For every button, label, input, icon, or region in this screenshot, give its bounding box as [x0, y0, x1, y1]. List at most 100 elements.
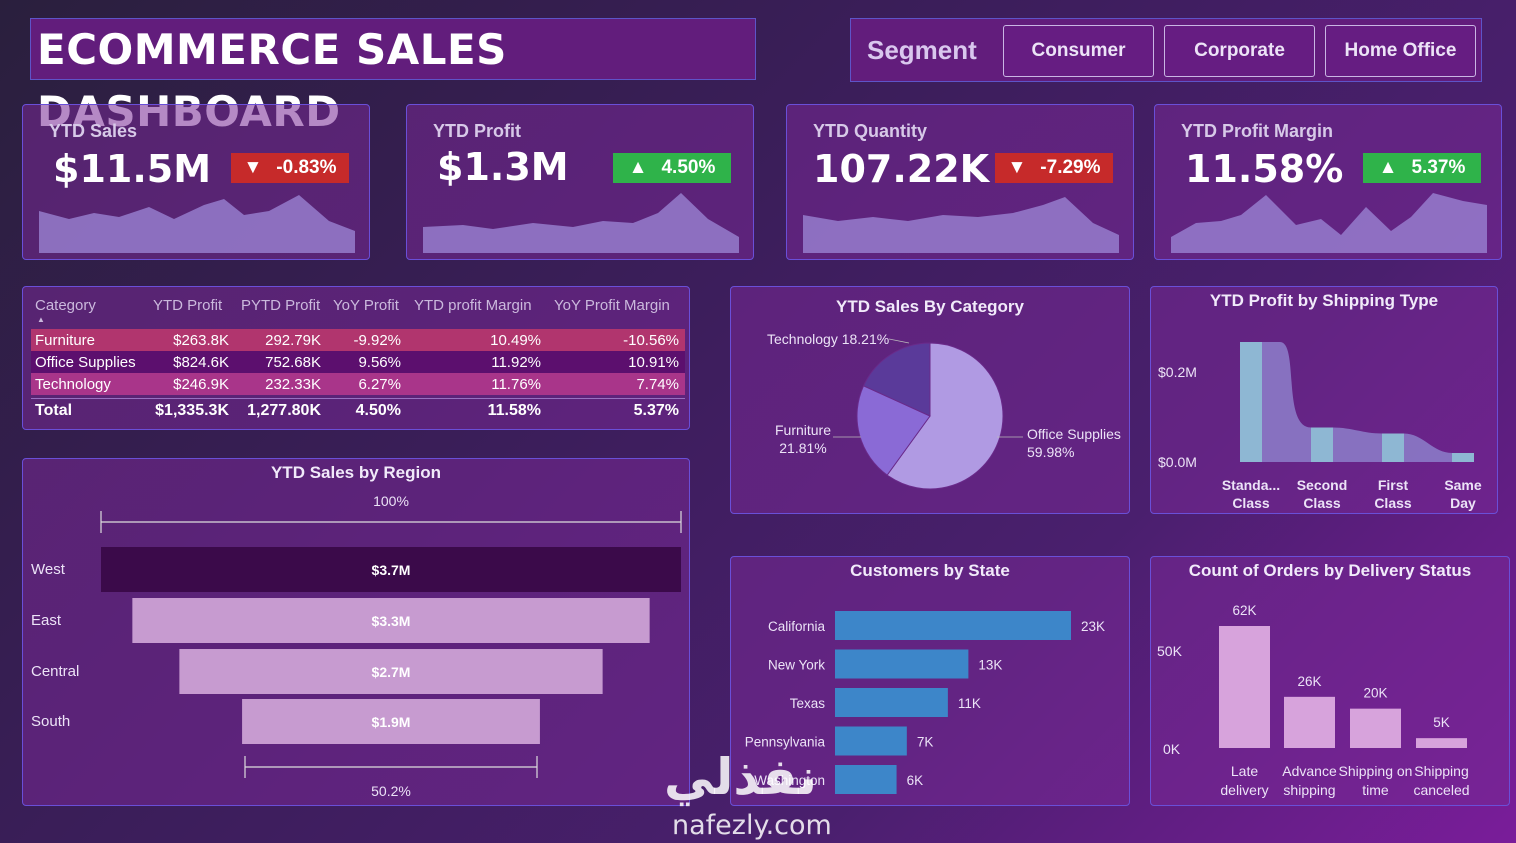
- funnel-bar[interactable]: [132, 598, 650, 643]
- arrow-down-icon: ▼: [1007, 157, 1027, 178]
- funnel-bar-value: $3.7M: [372, 562, 411, 578]
- kpi-card-quantity[interactable]: YTD Quantity 107.22K ▼ -7.29%: [786, 104, 1134, 260]
- arrow-down-icon: ▼: [243, 157, 263, 178]
- kpi-change-badge: ▲ 5.37%: [1363, 153, 1481, 183]
- shipping-bar[interactable]: [1240, 342, 1262, 462]
- state-label: Texas: [790, 696, 826, 711]
- arrow-up-icon: ▲: [628, 157, 648, 178]
- state-bar[interactable]: [835, 649, 969, 679]
- chart-title: YTD Sales by Region: [270, 463, 442, 482]
- column-header[interactable]: YoY Profit: [333, 297, 399, 314]
- kpi-value: 107.22K: [813, 147, 990, 191]
- pie-svg: [833, 338, 1023, 490]
- profit-by-shipping-chart: YTD Profit by Shipping Type $0.2M $0.0M …: [1150, 286, 1498, 514]
- delivery-bars-svg: 62K 26K 20K 5K: [1219, 603, 1467, 748]
- kpi-change-badge: ▼ -7.29%: [995, 153, 1113, 183]
- state-label: New York: [768, 658, 825, 673]
- funnel-category-label: East: [31, 612, 62, 629]
- shipping-bar[interactable]: [1452, 453, 1474, 462]
- shipping-area: [1240, 342, 1474, 462]
- state-value: 11K: [958, 696, 981, 711]
- kpi-title: YTD Sales: [49, 121, 138, 141]
- segment-slicer: Segment Consumer Corporate Home Office: [850, 18, 1482, 82]
- profit-sparkline: [423, 193, 739, 253]
- funnel-bar-value: $2.7M: [372, 664, 411, 680]
- y-tick-label: $0.0M: [1158, 454, 1197, 470]
- column-header[interactable]: YoY Profit Margin: [554, 297, 670, 314]
- kpi-value: $11.5M: [53, 147, 212, 191]
- watermark-logo-url: nafezly.com: [672, 810, 832, 841]
- column-header[interactable]: Category: [35, 297, 96, 314]
- delivery-bar[interactable]: [1416, 738, 1467, 748]
- state-bar[interactable]: [835, 765, 897, 794]
- dashboard-title-box: ECOMMERCE SALES DASHBOARD: [30, 18, 756, 136]
- shipping-bar[interactable]: [1382, 433, 1404, 463]
- kpi-value: 11.58%: [1185, 147, 1344, 191]
- arrow-up-icon: ▲: [1378, 157, 1398, 178]
- pie-label-office-supplies: Office Supplies 59.98%: [1027, 426, 1121, 460]
- column-header[interactable]: YTD profit Margin: [414, 297, 532, 314]
- sales-sparkline: [39, 195, 355, 253]
- margin-sparkline: [1171, 193, 1487, 253]
- kpi-title: YTD Profit: [433, 121, 521, 141]
- sales-by-category-chart: YTD Sales By Category Technology 18.21% …: [730, 286, 1130, 514]
- delivery-value: 5K: [1433, 715, 1450, 730]
- delivery-bar[interactable]: [1350, 708, 1401, 748]
- funnel-bar[interactable]: [179, 649, 603, 694]
- delivery-bar[interactable]: [1284, 696, 1335, 748]
- table-total-row: Total $1,335.3K 1,277.80K 4.50% 11.58% 5…: [31, 398, 685, 420]
- y-tick-label: 0K: [1163, 741, 1181, 757]
- segment-consumer-button[interactable]: Consumer: [1003, 25, 1154, 77]
- table-row[interactable]: Furniture $263.8K 292.79K -9.92% 10.49% …: [31, 329, 685, 351]
- state-value: 23K: [1081, 619, 1105, 634]
- kpi-value: $1.3M: [437, 145, 569, 189]
- pie-label-technology: Technology 18.21%: [767, 331, 890, 347]
- pie-slice[interactable]: [862, 342, 931, 417]
- funnel-bar-value: $3.3M: [372, 613, 411, 629]
- category-profit-table: Category YTD Profit PYTD Profit YoY Prof…: [22, 286, 690, 430]
- shipping-bar[interactable]: [1311, 427, 1333, 463]
- state-bar[interactable]: [835, 611, 1071, 640]
- segment-home-office-button[interactable]: Home Office: [1325, 25, 1476, 77]
- table-row[interactable]: Office Supplies $824.6K 752.68K 9.56% 11…: [31, 351, 685, 373]
- funnel-category-label: West: [31, 561, 66, 578]
- column-header[interactable]: YTD Profit: [153, 297, 223, 314]
- pie-slice[interactable]: [886, 342, 1004, 490]
- x-axis-label: Second Class: [1296, 477, 1348, 511]
- state-bar[interactable]: [835, 688, 948, 717]
- x-axis-label: Late delivery: [1220, 763, 1269, 798]
- pie-label-furniture: Furniture 21.81%: [774, 422, 832, 456]
- column-header[interactable]: PYTD Profit: [241, 297, 321, 314]
- orders-by-delivery-chart: Count of Orders by Delivery Status 50K 0…: [1150, 556, 1510, 806]
- funnel-bottom-percent: 50.2%: [371, 783, 411, 799]
- state-label: Washington: [754, 773, 825, 788]
- funnel-bar[interactable]: [101, 547, 681, 592]
- delivery-bar[interactable]: [1219, 626, 1270, 748]
- quantity-sparkline: [803, 197, 1119, 253]
- kpi-card-profit[interactable]: YTD Profit $1.3M ▲ 4.50%: [406, 104, 754, 260]
- kpi-change-badge: ▼ -0.83%: [231, 153, 349, 183]
- chart-title: Customers by State: [850, 561, 1010, 580]
- state-bars-svg: California 23K New York 13K Texas 11K Pennsylv…: [745, 611, 1105, 794]
- state-value: 6K: [907, 773, 924, 788]
- delivery-value: 20K: [1363, 686, 1387, 701]
- chart-title: YTD Profit by Shipping Type: [1209, 291, 1439, 310]
- state-label: California: [768, 619, 826, 634]
- watermark-logo-arabic: نفذلي: [664, 748, 818, 806]
- state-bar[interactable]: [835, 726, 907, 756]
- x-axis-label: Shipping canceled: [1413, 763, 1470, 798]
- chart-title: Count of Orders by Delivery Status: [1188, 561, 1472, 580]
- x-axis-label: Standa... Class: [1221, 477, 1281, 511]
- funnel-category-label: Central: [31, 663, 79, 680]
- sort-ascending-icon[interactable]: ▲: [37, 315, 45, 324]
- kpi-title: YTD Quantity: [813, 121, 928, 141]
- chart-title: YTD Sales By Category: [835, 297, 1024, 316]
- x-axis-label: First Class: [1374, 477, 1412, 511]
- table-row[interactable]: Technology $246.9K 232.33K 6.27% 11.76% …: [31, 373, 685, 395]
- state-value: 13K: [978, 658, 1002, 673]
- kpi-card-profit-margin[interactable]: YTD Profit Margin 11.58% ▲ 5.37%: [1154, 104, 1502, 260]
- funnel-bar[interactable]: [242, 699, 540, 744]
- segment-corporate-button[interactable]: Corporate: [1164, 25, 1315, 77]
- delivery-value: 26K: [1297, 674, 1321, 689]
- kpi-card-sales[interactable]: YTD Sales $11.5M ▼ -0.83%: [22, 104, 370, 260]
